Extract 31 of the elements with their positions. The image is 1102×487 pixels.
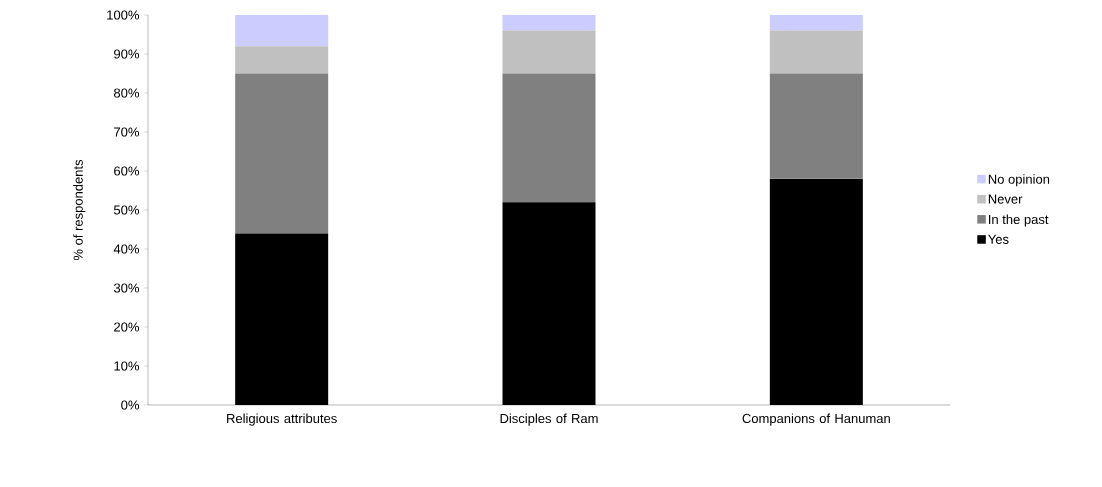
bar	[769, 178, 863, 405]
bar	[769, 73, 863, 179]
bar	[235, 46, 329, 74]
y-tick-label: 10%	[114, 361, 140, 371]
y-tick-label: 70%	[114, 127, 140, 137]
y-tick-label: 80%	[114, 88, 140, 98]
bar	[502, 30, 596, 74]
x-tick-label: Religious attributes	[227, 413, 337, 426]
y-tick-label: 20%	[114, 322, 140, 332]
y-tick-label: 0%	[121, 400, 140, 410]
legend-label: No opinion	[988, 174, 1050, 187]
legend-label: Never	[988, 194, 1023, 204]
legend-label: In the past	[989, 214, 1049, 227]
y-tick-label: 60%	[114, 166, 140, 176]
bar	[769, 14, 863, 31]
legend-label: Yes	[988, 234, 1009, 244]
x-tick-label: Companions of Hanuman	[742, 413, 890, 426]
y-tick-label: 40%	[113, 244, 140, 254]
y-tick-label: 50%	[113, 205, 140, 215]
y-tick-label: 30%	[113, 283, 140, 293]
y-tick-label: 100%	[107, 10, 140, 20]
bar	[235, 73, 329, 234]
bar	[235, 233, 329, 405]
bar	[769, 30, 863, 74]
bar	[502, 14, 596, 31]
y-tick-label: 90%	[114, 49, 140, 59]
bar	[502, 73, 596, 203]
x-tick-label: Disciples of Ram	[500, 413, 598, 426]
y-axis-title: % of respondents	[73, 159, 86, 261]
bar	[502, 202, 596, 405]
bar	[235, 14, 329, 47]
